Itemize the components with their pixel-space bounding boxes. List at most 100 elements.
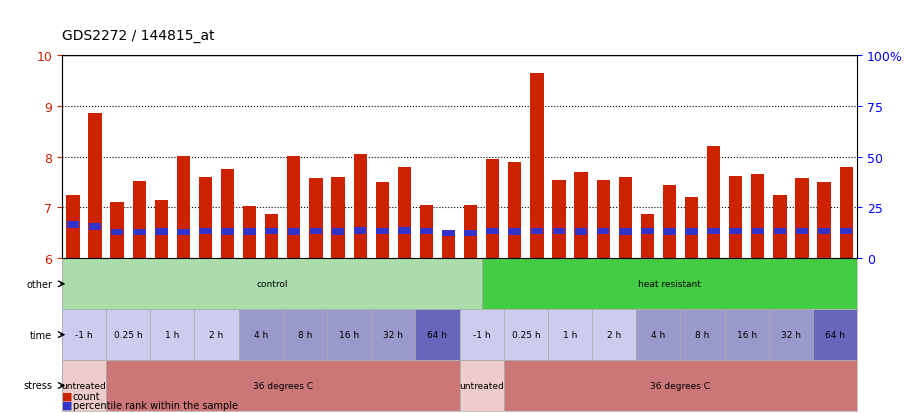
Bar xyxy=(221,170,234,259)
Bar xyxy=(641,215,654,259)
Bar xyxy=(110,203,124,259)
Bar xyxy=(371,309,415,360)
Bar xyxy=(636,309,681,360)
Bar xyxy=(730,228,742,235)
Bar xyxy=(574,173,588,259)
Bar xyxy=(509,228,521,235)
Bar xyxy=(177,156,190,259)
Bar xyxy=(266,228,278,235)
Bar xyxy=(486,160,500,259)
Bar xyxy=(817,183,831,259)
Bar xyxy=(133,182,146,259)
Bar xyxy=(288,156,300,259)
Bar xyxy=(327,309,371,360)
Text: untreated: untreated xyxy=(460,381,504,390)
Bar xyxy=(504,360,857,411)
Bar xyxy=(575,228,587,235)
Bar xyxy=(62,309,106,360)
Bar xyxy=(243,228,256,235)
Bar xyxy=(769,309,813,360)
Bar xyxy=(331,178,345,259)
Bar xyxy=(62,259,481,309)
Text: 32 h: 32 h xyxy=(781,330,801,339)
Bar xyxy=(195,309,238,360)
Text: percentile rank within the sample: percentile rank within the sample xyxy=(73,400,238,410)
Bar xyxy=(133,229,146,236)
Text: 1 h: 1 h xyxy=(165,330,179,339)
Bar xyxy=(707,147,720,259)
Text: GDS2272 / 144815_at: GDS2272 / 144815_at xyxy=(62,29,215,43)
Bar xyxy=(818,228,831,235)
Bar xyxy=(420,205,433,259)
Text: 1 h: 1 h xyxy=(562,330,577,339)
Bar xyxy=(795,178,809,259)
Text: 4 h: 4 h xyxy=(254,330,268,339)
Bar xyxy=(504,309,548,360)
Bar xyxy=(221,228,234,235)
Bar xyxy=(729,176,743,259)
Text: control: control xyxy=(256,280,288,289)
Bar xyxy=(464,205,477,259)
Bar xyxy=(309,179,322,259)
Bar xyxy=(774,195,786,259)
Bar xyxy=(597,180,610,259)
Text: ■: ■ xyxy=(62,391,73,401)
Bar xyxy=(265,215,278,259)
Bar xyxy=(62,360,106,411)
Bar xyxy=(283,309,327,360)
Bar xyxy=(840,228,853,235)
Bar xyxy=(681,309,724,360)
Bar xyxy=(106,309,150,360)
Bar xyxy=(243,207,257,259)
Text: 36 degrees C: 36 degrees C xyxy=(651,381,711,390)
Bar xyxy=(155,228,167,235)
Text: count: count xyxy=(73,391,100,401)
Bar xyxy=(354,228,367,234)
Bar xyxy=(508,162,521,259)
Bar xyxy=(813,309,857,360)
Text: 2 h: 2 h xyxy=(607,330,622,339)
Bar xyxy=(442,231,455,259)
Bar xyxy=(88,223,101,230)
Bar xyxy=(531,228,543,235)
Bar xyxy=(415,309,460,360)
Text: 0.25 h: 0.25 h xyxy=(511,330,541,339)
Text: 36 degrees C: 36 degrees C xyxy=(253,381,313,390)
Bar xyxy=(840,167,853,259)
Bar xyxy=(663,228,676,235)
Bar xyxy=(155,200,168,259)
Text: 8 h: 8 h xyxy=(695,330,710,339)
Bar xyxy=(106,360,460,411)
Text: 32 h: 32 h xyxy=(383,330,403,339)
Text: ■: ■ xyxy=(62,400,73,410)
Bar xyxy=(199,228,212,235)
Bar xyxy=(464,230,477,237)
Text: other: other xyxy=(26,279,53,289)
Bar xyxy=(442,230,455,237)
Text: 2 h: 2 h xyxy=(209,330,224,339)
Bar xyxy=(150,309,195,360)
Bar xyxy=(88,114,102,259)
Bar xyxy=(481,259,857,309)
Bar xyxy=(398,167,411,259)
Bar xyxy=(662,185,676,259)
Bar xyxy=(774,228,786,235)
Bar xyxy=(724,309,769,360)
Text: -1 h: -1 h xyxy=(76,330,93,339)
Bar xyxy=(685,228,698,235)
Bar xyxy=(376,228,389,235)
Bar xyxy=(597,228,610,235)
Bar xyxy=(619,228,632,235)
Text: 0.25 h: 0.25 h xyxy=(114,330,143,339)
Bar xyxy=(66,221,79,228)
Bar xyxy=(398,228,410,234)
Bar xyxy=(552,228,565,235)
Bar xyxy=(619,178,632,259)
Bar xyxy=(353,155,367,259)
Bar xyxy=(548,309,592,360)
Bar xyxy=(199,178,212,259)
Bar xyxy=(592,309,636,360)
Bar xyxy=(795,228,808,235)
Text: 64 h: 64 h xyxy=(428,330,448,339)
Bar xyxy=(460,309,504,360)
